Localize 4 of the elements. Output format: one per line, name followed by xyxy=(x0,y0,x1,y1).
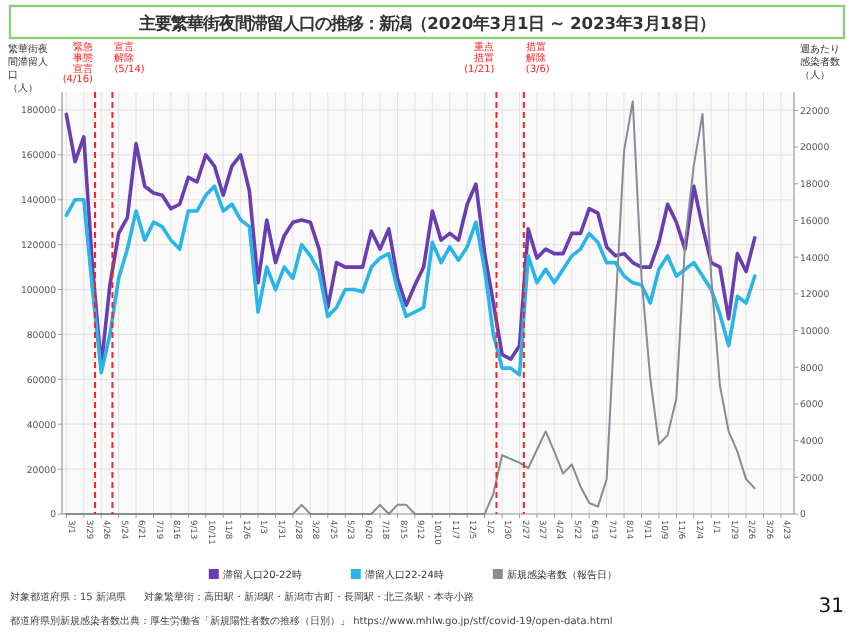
line-series xyxy=(65,100,756,515)
chart-title: 主要繁華街夜間滞留人口の推移：新潟（2020年3月1日 ~ 2023年3月18日） xyxy=(137,13,715,33)
line-series xyxy=(64,184,757,377)
text: 31 xyxy=(818,596,844,618)
